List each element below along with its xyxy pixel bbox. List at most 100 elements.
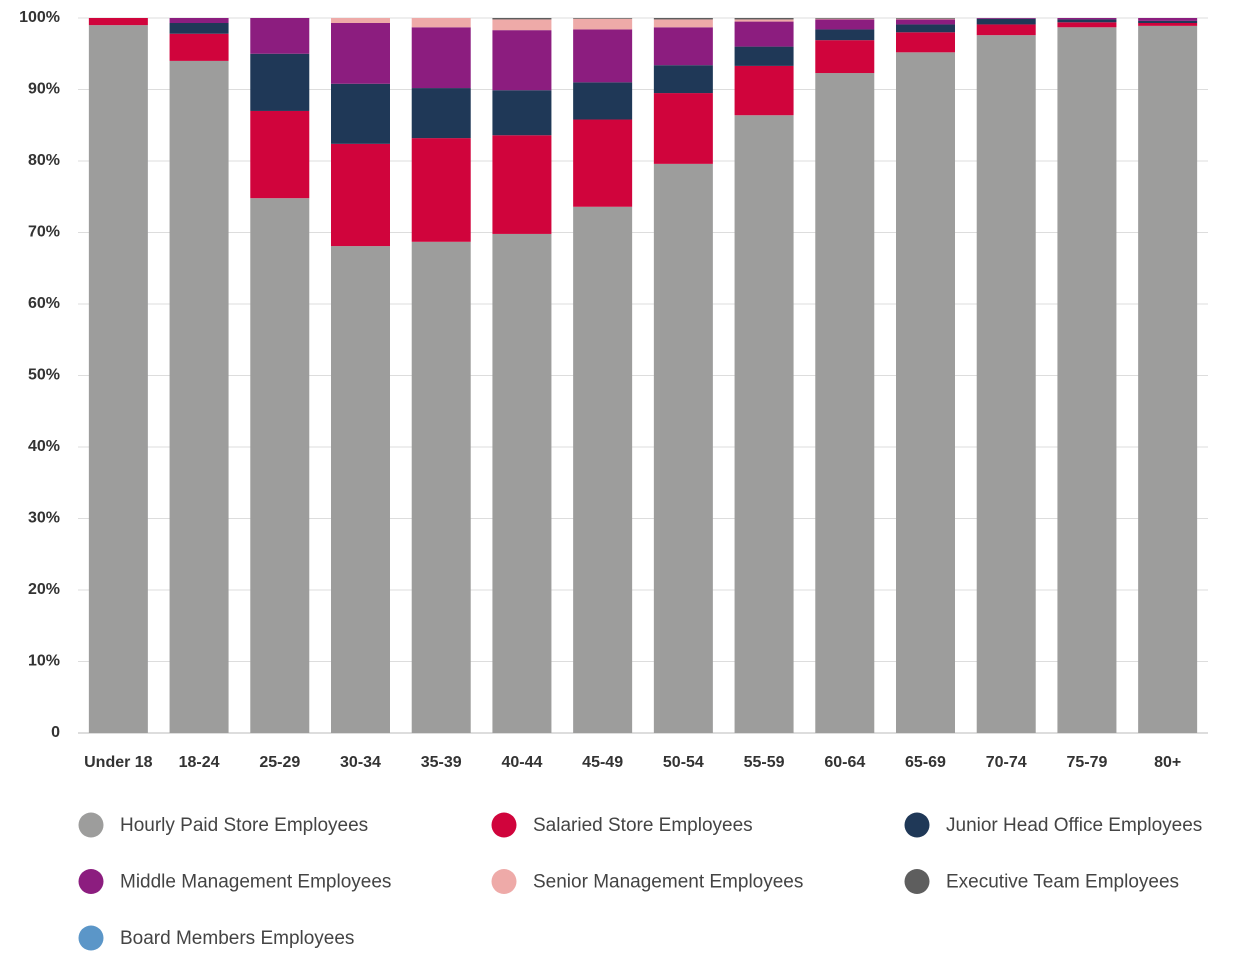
bar-segment (734, 19, 794, 22)
bar-segment (411, 88, 471, 139)
bar-segment (976, 18, 1036, 19)
legend-marker (78, 812, 104, 838)
bar-segment (492, 233, 552, 733)
bar-segment (734, 46, 794, 66)
legend-label: Hourly Paid Store Employees (120, 815, 368, 836)
legend-label: Middle Management Employees (120, 872, 391, 893)
bar-segment (573, 82, 633, 120)
bar-segment (250, 110, 310, 199)
y-tick-label: 0 (51, 724, 60, 741)
legend-label: Executive Team Employees (946, 872, 1179, 893)
bar-segment (896, 52, 955, 733)
x-tick-label: 75-79 (1066, 754, 1107, 771)
x-tick-label: 55-59 (744, 754, 785, 771)
bar-segment (573, 18, 633, 30)
bar-segment (250, 198, 310, 733)
bar-segment (492, 19, 552, 31)
bar-segment (573, 206, 633, 733)
x-tick-label: 80+ (1154, 754, 1181, 771)
bar-segment (653, 27, 713, 66)
bar-segment (653, 19, 713, 28)
bar-segment (1057, 19, 1117, 23)
bar-segment (896, 19, 955, 25)
bar-segment (573, 18, 633, 19)
y-tick-label: 50% (28, 367, 60, 384)
y-tick-label: 90% (28, 81, 60, 98)
y-tick-label: 100% (19, 9, 60, 26)
bar-segment (331, 143, 390, 247)
bar-segment (411, 18, 471, 28)
legend-marker (491, 812, 517, 838)
bar-segment (734, 18, 794, 20)
y-tick-label: 30% (28, 510, 60, 527)
bar-segment (1138, 18, 1198, 21)
y-tick-label: 40% (28, 438, 60, 455)
x-tick-label: 40-44 (501, 754, 542, 771)
legend-marker (78, 869, 104, 894)
bar-segment (976, 24, 1036, 36)
legend-marker (491, 869, 517, 894)
legend-label: Senior Management Employees (533, 872, 803, 893)
bar-segment (1138, 25, 1198, 734)
x-tick-label: 25-29 (259, 754, 300, 771)
bar-segment (815, 19, 875, 30)
x-tick-label: 30-34 (340, 754, 381, 771)
legend-label: Board Members Employees (120, 928, 354, 949)
bar-segment (169, 23, 229, 34)
legend-label: Junior Head Office Employees (946, 815, 1202, 836)
y-tick-label: 80% (28, 152, 60, 169)
bar-segment (573, 119, 633, 207)
bar-segment (815, 40, 875, 74)
bar-segment (250, 53, 310, 111)
bar-segment (896, 18, 955, 20)
bar-segment (492, 90, 552, 136)
bar-segment (815, 29, 875, 41)
bar-segment (976, 35, 1036, 734)
y-tick-label: 20% (28, 581, 60, 598)
y-tick-label: 60% (28, 295, 60, 312)
bar-segment (734, 115, 794, 734)
bar-segment (653, 65, 713, 94)
bar-segment (411, 138, 471, 242)
x-tick-label: 45-49 (582, 754, 623, 771)
x-tick-label: 65-69 (905, 754, 946, 771)
bar-segment (976, 18, 1036, 25)
bar-segment (1057, 22, 1117, 28)
bar-segment (88, 18, 148, 26)
x-tick-label: 70-74 (986, 754, 1027, 771)
y-tick-label: 70% (28, 224, 60, 241)
bar-segment (331, 246, 390, 733)
legend-label: Salaried Store Employees (533, 815, 753, 836)
bar-segment (896, 24, 955, 33)
bar-segment (734, 65, 794, 116)
y-tick-label: 10% (28, 653, 60, 670)
x-tick-label: 50-54 (663, 754, 704, 771)
x-tick-label: 35-39 (421, 754, 462, 771)
bar-segment (169, 18, 229, 24)
bar-segment (88, 25, 148, 733)
bar-segment (815, 18, 875, 20)
bar-segment (492, 18, 552, 20)
bar-segment (653, 93, 713, 164)
bar-segment (169, 33, 229, 61)
bar-segment (1057, 27, 1117, 734)
x-tick-label: Under 18 (84, 754, 153, 771)
bar-segment (411, 27, 471, 89)
bar-segment (250, 18, 310, 54)
bar-segment (653, 163, 713, 734)
bar-segment (169, 60, 229, 733)
legend-marker (904, 812, 930, 838)
bar-segment (492, 135, 552, 234)
bar-segment (331, 18, 390, 24)
bar-segment (331, 83, 390, 144)
bar-segment (573, 29, 633, 83)
bar-segment (815, 18, 875, 19)
bar-segment (1138, 23, 1198, 26)
bar-segment (1057, 18, 1117, 20)
x-tick-label: 18-24 (179, 754, 220, 771)
bar-segment (492, 30, 552, 91)
bar-segment (1138, 20, 1198, 24)
bar-segment (734, 21, 794, 47)
legend-marker (904, 869, 930, 894)
